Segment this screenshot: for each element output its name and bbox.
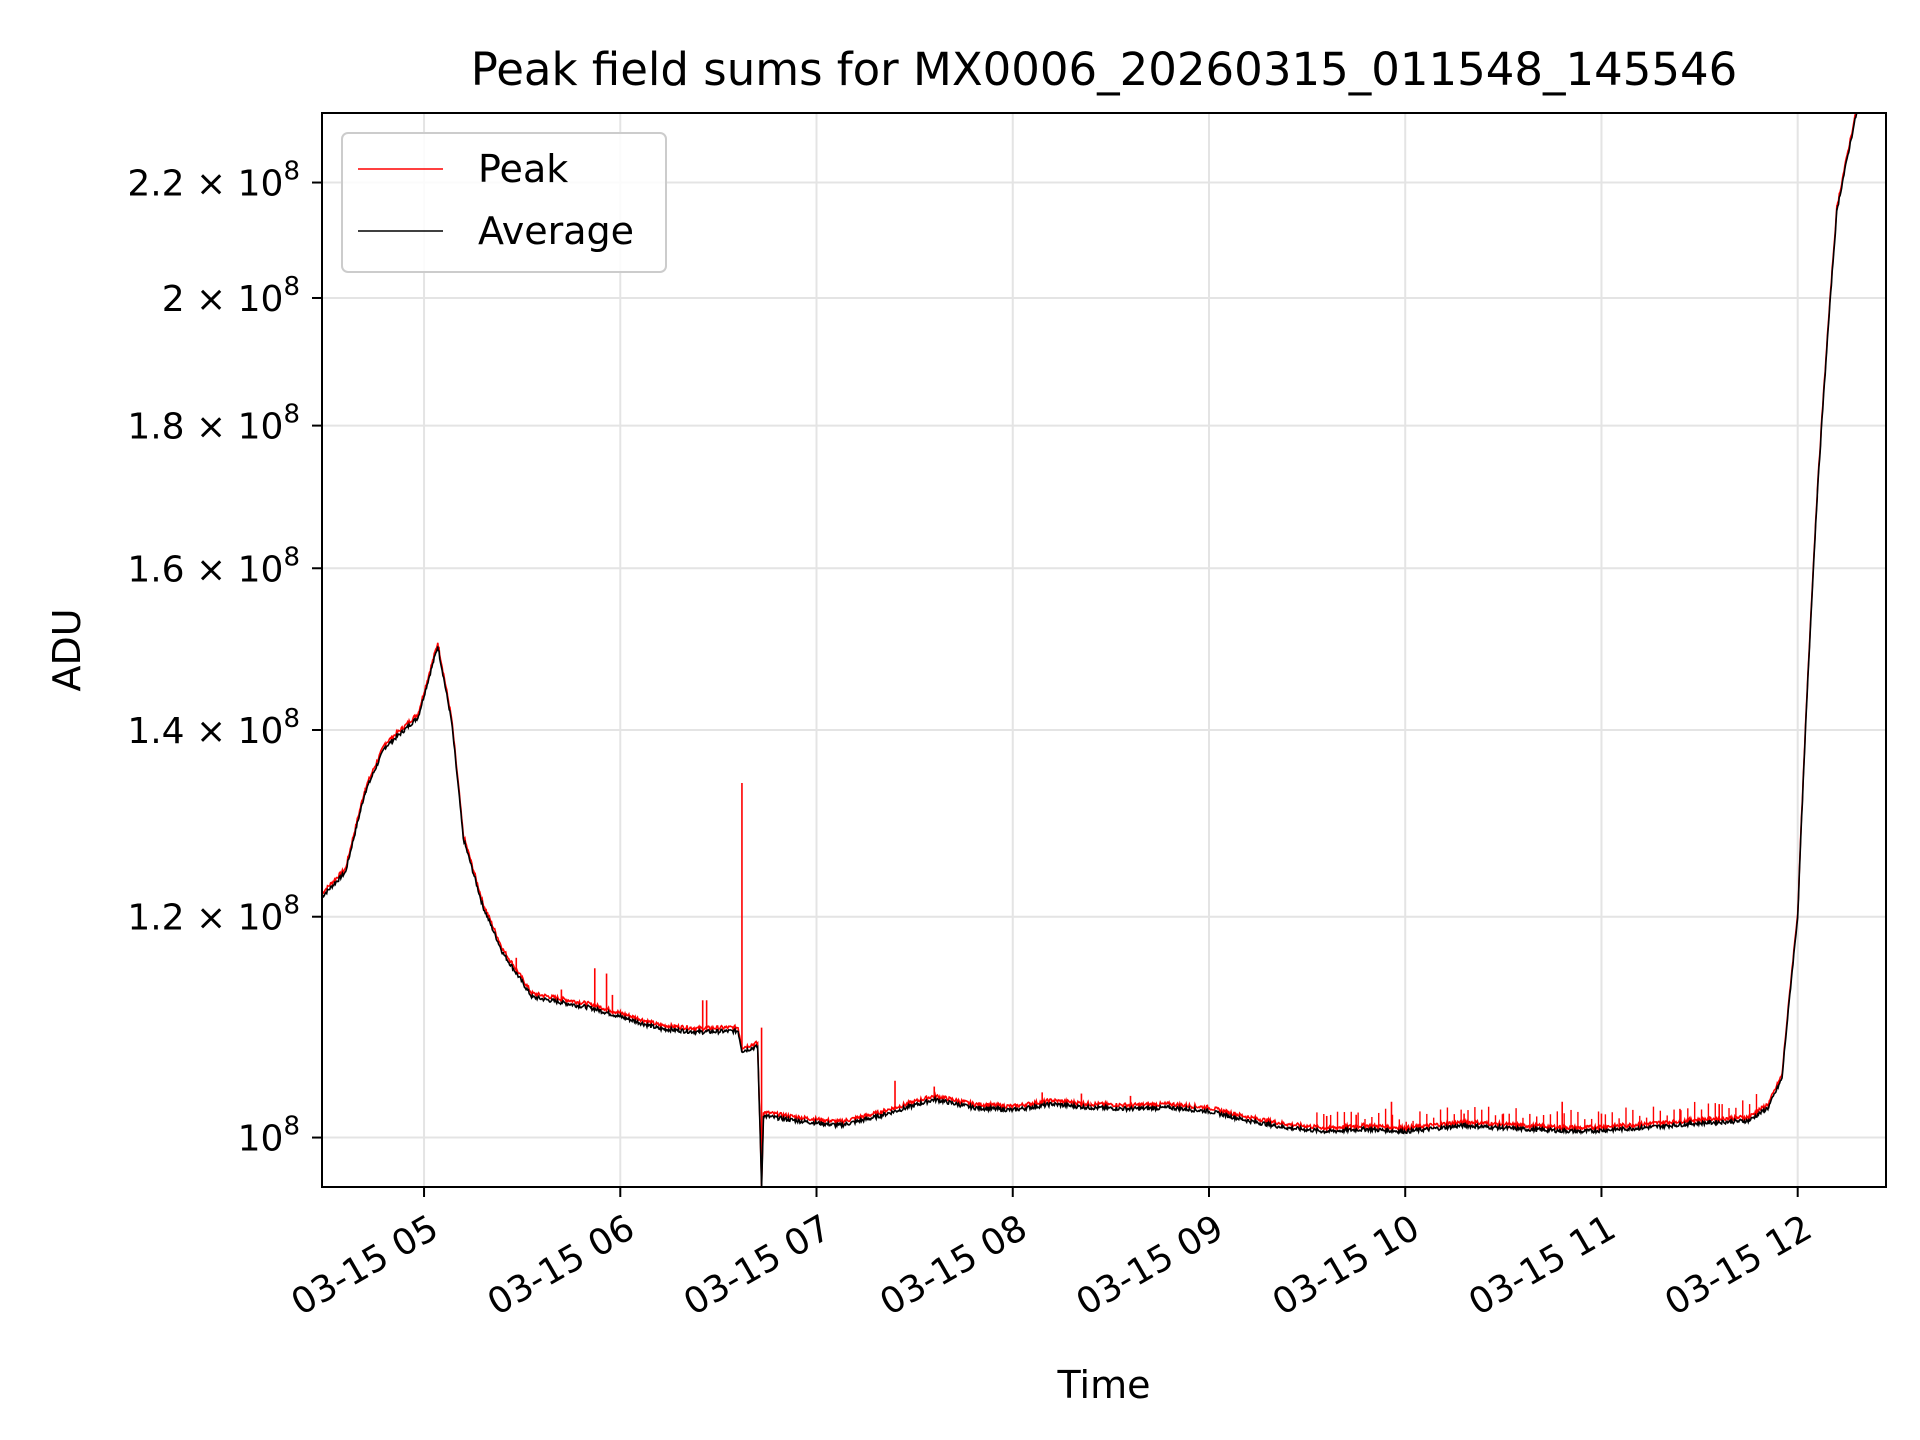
legend: Peak Average (341, 132, 667, 273)
y-tick-label: 1.4 × 108 (127, 704, 300, 752)
y-tick-exponent: 8 (283, 542, 300, 572)
x-axis-label: Time (1057, 1363, 1151, 1407)
chart-title: Peak field sums for MX0006_20260315_0115… (471, 43, 1738, 96)
y-tick-label: 1.2 × 108 (127, 891, 300, 939)
y-tick-base: 1.8 × 10 (127, 407, 283, 448)
y-tick-exponent: 8 (283, 272, 300, 302)
legend-box (341, 132, 667, 273)
y-tick-base: 1.2 × 10 (127, 898, 283, 939)
y-tick-label: 1.6 × 108 (127, 542, 300, 590)
y-tick-base: 1.6 × 10 (127, 549, 283, 590)
y-tick-exponent: 8 (283, 1112, 300, 1142)
y-tick-base: 1.4 × 10 (127, 711, 283, 752)
y-tick-exponent: 8 (283, 891, 300, 921)
grid (322, 113, 1886, 1187)
average-series-line (322, 113, 1858, 1187)
y-axis-label: ADU (45, 608, 89, 691)
y-tick-base: 10 (238, 1119, 284, 1160)
y-tick-exponent: 8 (283, 400, 300, 430)
y-tick-label: 1.8 × 108 (127, 400, 300, 448)
legend-average-label: Average (478, 209, 634, 253)
plot-frame (321, 112, 1887, 1188)
plot-lines (322, 113, 1858, 1187)
y-tick-label: 108 (238, 1112, 300, 1160)
legend-peak-label: Peak (478, 147, 568, 191)
y-tick-base: 2.2 × 10 (127, 164, 283, 205)
y-tick-label: 2.2 × 108 (127, 157, 300, 205)
y-tick-exponent: 8 (283, 704, 300, 734)
y-tick-label: 2 × 108 (162, 272, 300, 320)
y-tick-exponent: 8 (283, 157, 300, 187)
y-tick-base: 2 × 10 (162, 279, 284, 320)
